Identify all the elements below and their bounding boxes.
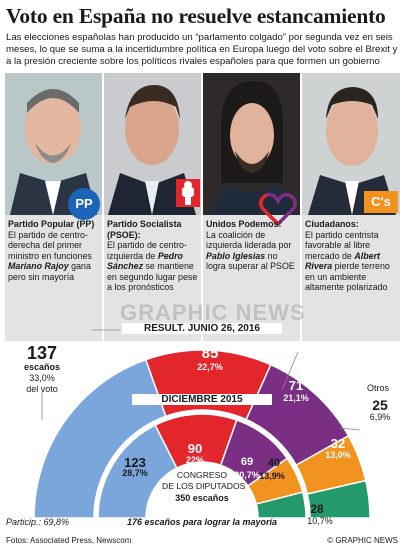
label-inner-otros-pct: 10,7% [307, 516, 333, 526]
parliament-chart [33, 329, 371, 519]
party-name: Partido Socialista (PSOE): [107, 219, 182, 240]
iglesias-photo [203, 73, 300, 215]
party-name: Unidos Podemos: [206, 219, 282, 229]
pointer-line [281, 351, 299, 391]
panel-podemos: Unidos Podemos: La coalición de izquierda… [203, 73, 300, 341]
label-inner-cs-pct: 13,9% [259, 471, 285, 481]
panel-pp-text: Partido Popular (PP) El partido de centro… [8, 219, 100, 282]
label-outer-cs-seats: 32 [330, 436, 346, 451]
label-outer-podemos-seats: 71 [288, 378, 304, 393]
center-title-1: CONGRESO [176, 470, 228, 480]
label-inner-pp-seats: 123 [124, 455, 146, 470]
leader-name: Pablo Iglesias [206, 250, 266, 261]
panel-psoe-text: Partido Socialista (PSOE): El partido de … [107, 219, 198, 292]
panel-psoe: Partido Socialista (PSOE): El partido de … [104, 73, 201, 341]
label-inner-otros-seats: 28 [310, 502, 324, 516]
label-inner-psoe-seats: 90 [187, 441, 203, 456]
pointer-line [339, 427, 361, 431]
cs-logo: C's [364, 191, 398, 213]
label-outer-pp-unit: escaños [23, 362, 61, 372]
center-title-2: DE LOS DIPUTADOS [162, 481, 246, 491]
copyright: © GRAPHIC NEWS [327, 536, 398, 545]
party-name: Ciudadanos: [305, 219, 359, 229]
label-outer-otros-pct: 6,9% [369, 412, 391, 422]
pp-logo: PP [68, 188, 100, 220]
panel-podemos-text: Unidos Podemos: La coalición de izquierda… [206, 219, 298, 272]
intro-text: Las elecciones españolas han producido u… [6, 32, 398, 67]
watermark: GRAPHIC NEWS [120, 300, 306, 325]
label-inner-pp-pct: 28,7% [122, 468, 148, 478]
label-outer-pp-pct: 33,0% [29, 373, 55, 383]
page-title: Voto en España no resuelve estancamiento [6, 4, 386, 28]
label-inner-podemos-seats: 69 [240, 456, 254, 468]
leader-name: Albert Rivera [305, 250, 380, 272]
leader-name: Pedro Sánchez [107, 250, 183, 272]
label-outer-psoe-seats: 85 [201, 345, 219, 362]
label-outer-cs-pct: 13,0% [325, 450, 351, 460]
slice-inner-otros [255, 491, 307, 519]
label-inner-psoe-pct: 22% [185, 455, 204, 465]
panel-ciudadanos: C's Ciudadanos: El partido centrista favo… [302, 73, 400, 341]
rajoy-photo [5, 73, 102, 215]
leader-name: Mariano Rajoy [8, 261, 69, 271]
label-inner-cs-seats: 40 [267, 457, 281, 469]
ring-2015 [97, 413, 307, 519]
panel-ciudadanos-text: Ciudadanos: El partido centrista favorabl… [305, 219, 397, 293]
label-outer-otros-seats: 25 [372, 397, 388, 413]
label-outer-otros-name: Otros [366, 383, 389, 393]
label-outer-podemos-pct: 21,1% [283, 393, 309, 403]
label-inner-podemos-pct: 20,7% [234, 470, 260, 480]
ring-title-2015: DICIEMBRE 2015 [132, 394, 272, 405]
slice-outer-otros [306, 479, 371, 519]
podemos-heart-logo [259, 192, 297, 227]
photo-credits: Fotos: Associated Press, Newscom [6, 536, 132, 545]
leaders-panels: PP Partido Popular (PP) El partido de cen… [5, 73, 400, 341]
party-name: Partido Popular (PP) [8, 219, 95, 229]
label-outer-pp-seats: 137 [26, 343, 58, 363]
label-outer-pp-note: del voto [26, 384, 58, 394]
panel-pp: PP Partido Popular (PP) El partido de cen… [5, 73, 102, 341]
label-outer-psoe-pct: 22,7% [197, 362, 223, 372]
turnout: Particip.: 69,8% [6, 517, 70, 527]
center-seats: 350 escaños [175, 493, 229, 503]
psoe-rose-fist-logo [176, 179, 200, 207]
majority-note: 176 escaños para lograr la mayoría [126, 517, 278, 527]
ring-title-2016: RESULT. JUNIO 26, 2016 [122, 323, 282, 334]
